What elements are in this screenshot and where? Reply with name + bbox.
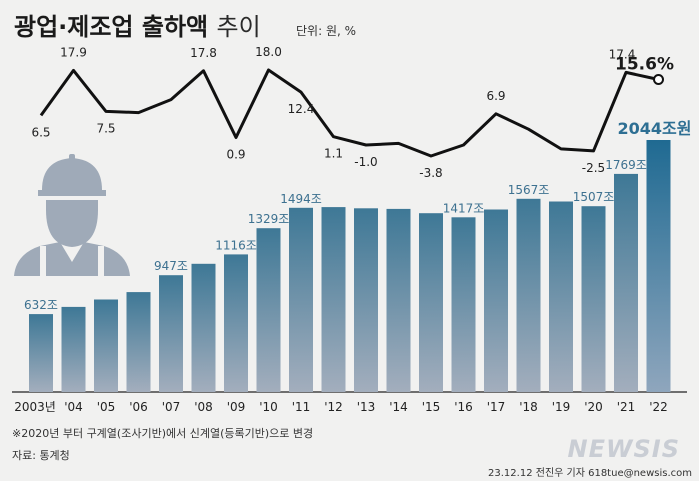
growth-line [39, 68, 659, 158]
x-tick-19: '22 [649, 400, 668, 414]
growth-label-group: 6.5 17.9 7.5 17.8 0.9 18.0 12.4 1.1 -1.0 -3.8 6.9 -… [31, 45, 674, 180]
x-tick-5: '08 [194, 400, 213, 414]
growth-label-0: 6.5 [31, 125, 50, 139]
x-tick-15: '18 [519, 400, 538, 414]
x-tick-18: '21 [617, 400, 636, 414]
bar-0 [29, 314, 53, 392]
bar-label-8: 1494조 [280, 192, 322, 206]
bar-10 [354, 208, 378, 392]
bar-18 [614, 173, 638, 392]
growth-label-19: 15.6% [615, 55, 674, 75]
bar-7 [256, 228, 281, 392]
credit-line: 23.12.12 전진우 기자 618tue@newsis.com [488, 467, 692, 479]
growth-label-14: 6.9 [486, 89, 505, 103]
bar-9 [321, 207, 346, 392]
bar-17 [581, 206, 606, 392]
growth-label-1: 17.9 [60, 45, 87, 59]
growth-label-18: 17.4 [609, 47, 636, 61]
bar-19 [646, 140, 671, 392]
bar-label-0: 632조 [24, 298, 58, 312]
x-tick-2: '05 [97, 400, 116, 414]
growth-label-9: 1.1 [324, 147, 343, 161]
x-tick-6: '09 [227, 400, 246, 414]
bar-14 [484, 209, 508, 392]
bar-15 [516, 198, 541, 392]
bar-label-19: 2044조원 [618, 119, 692, 138]
growth-label-17: -2.5 [582, 161, 605, 175]
growth-label-5: 17.8 [190, 46, 217, 60]
bar-13 [451, 217, 476, 392]
x-tick-17: '20 [584, 400, 603, 414]
x-tick-4: '07 [162, 400, 181, 414]
bar-label-4: 947조 [154, 259, 188, 273]
bar-label-group: 632조 947조 1116조 1329조 1494조 1417조 1567조 1507조 17… [24, 119, 691, 312]
newsis-logo: NEWSIS [568, 435, 680, 463]
chart-title-suffix: 추이 [216, 13, 260, 41]
growth-label-10: -1.0 [354, 155, 377, 169]
x-tick-3: '06 [129, 400, 148, 414]
x-tick-14: '17 [487, 400, 506, 414]
x-tick-1: '04 [64, 400, 83, 414]
x-tick-11: '14 [389, 400, 408, 414]
x-tick-13: '16 [454, 400, 473, 414]
growth-label-7: 18.0 [255, 45, 282, 59]
bar-5 [191, 263, 216, 392]
bar-3 [126, 292, 151, 392]
bar-label-13: 1417조 [443, 201, 485, 215]
x-tick-8: '11 [292, 400, 311, 414]
unit-label: 단위: 원, % [296, 24, 356, 38]
growth-line-group [39, 68, 664, 158]
bar-11 [386, 208, 411, 392]
bar-4 [159, 275, 183, 392]
bar-12 [419, 213, 443, 392]
bar-6 [224, 254, 248, 392]
chart-title: 광업·제조업 출하액 추이 [14, 13, 261, 41]
chart-title-main: 광업·제조업 출하액 [14, 13, 208, 41]
bar-16 [549, 201, 573, 392]
x-tick-7: '10 [259, 400, 278, 414]
growth-label-8: 12.4 [288, 102, 315, 116]
bar-8 [289, 207, 313, 392]
bar-2 [94, 299, 118, 392]
bar-label-15: 1567조 [508, 183, 550, 197]
footnote: ※2020년 부터 구계열(조사기반)에서 신계열(등록기반)으로 변경 [12, 427, 313, 440]
growth-label-2: 7.5 [96, 121, 115, 135]
x-tick-0: 2003년 [14, 400, 56, 414]
x-tick-9: '12 [324, 400, 343, 414]
bar-label-18: 1769조 [605, 158, 647, 172]
bar-series [29, 140, 671, 392]
bar-label-6: 1116조 [215, 238, 257, 252]
x-tick-12: '15 [422, 400, 441, 414]
x-tick-16: '19 [552, 400, 571, 414]
growth-label-12: -3.8 [419, 166, 442, 180]
source-label: 자료: 통계청 [12, 449, 70, 462]
x-tick-10: '13 [357, 400, 376, 414]
growth-end-marker [653, 74, 664, 85]
bar-label-7: 1329조 [248, 212, 290, 226]
bar-1 [61, 306, 86, 392]
bar-label-17: 1507조 [573, 190, 615, 204]
growth-label-6: 0.9 [226, 148, 245, 162]
x-tick-group: 2003년 '04 '05 '06 '07 '08 '09 '10 '11 '12 '13 '14 '1… [14, 400, 668, 414]
worker-icon [14, 154, 130, 276]
